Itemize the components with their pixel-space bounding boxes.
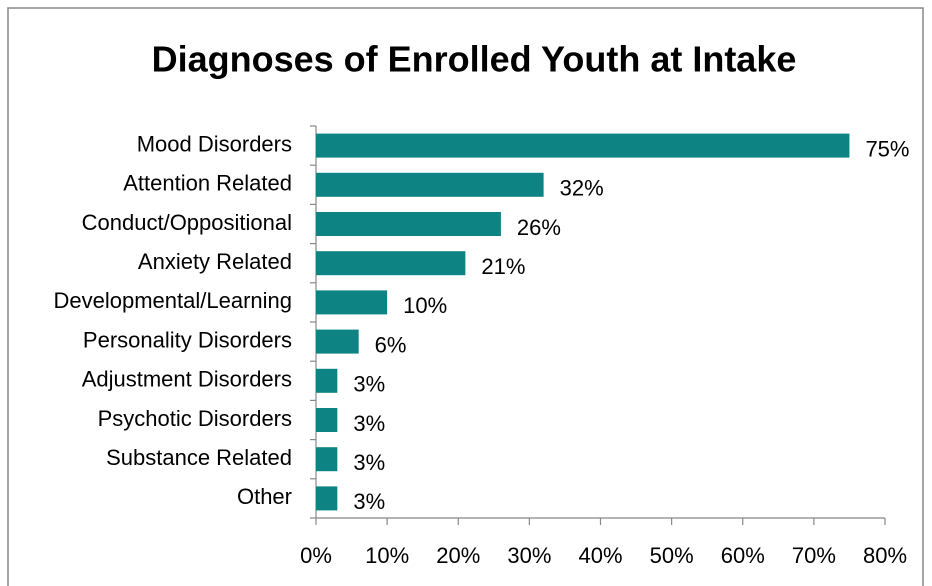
- bar: [316, 290, 388, 315]
- bar: [316, 329, 359, 354]
- bar: [316, 133, 850, 158]
- x-tick-label: 10%: [365, 543, 409, 568]
- x-tick-label: 60%: [721, 543, 765, 568]
- x-tick-label: 70%: [792, 543, 836, 568]
- y-tick-label: Conduct/Oppositional: [82, 210, 292, 235]
- y-tick-label: Attention Related: [123, 171, 292, 196]
- value-label: 75%: [865, 136, 909, 161]
- y-tick-label: Anxiety Related: [138, 249, 292, 274]
- x-tick-label: 30%: [507, 543, 551, 568]
- bar: [316, 486, 338, 511]
- y-tick-label: Psychotic Disorders: [98, 406, 292, 431]
- y-tick-label: Personality Disorders: [83, 327, 292, 352]
- x-tick-label: 0%: [300, 543, 332, 568]
- bar: [316, 408, 338, 432]
- value-label: 3%: [353, 489, 385, 514]
- bar: [316, 251, 466, 276]
- bar: [316, 212, 501, 236]
- bar: [316, 368, 338, 393]
- bar: [316, 447, 338, 472]
- value-label: 21%: [481, 254, 525, 279]
- value-label: 26%: [517, 215, 561, 240]
- y-tick-label: Adjustment Disorders: [82, 367, 292, 392]
- chart-frame: [7, 7, 924, 586]
- y-tick-label: Mood Disorders: [137, 131, 292, 156]
- x-tick-label: 50%: [650, 543, 694, 568]
- x-tick-label: 80%: [863, 543, 907, 568]
- value-label: 3%: [353, 450, 385, 475]
- chart-title: Diagnoses of Enrolled Youth at Intake: [152, 39, 797, 80]
- y-tick-label: Developmental/Learning: [54, 288, 293, 313]
- value-label: 6%: [375, 332, 407, 357]
- y-tick-label: Substance Related: [106, 445, 292, 470]
- value-label: 10%: [403, 293, 447, 318]
- x-tick-label: 20%: [436, 543, 480, 568]
- bar: [316, 172, 544, 197]
- value-label: 3%: [353, 372, 385, 397]
- value-label: 3%: [353, 411, 385, 436]
- value-label: 32%: [560, 176, 604, 201]
- x-tick-label: 40%: [578, 543, 622, 568]
- y-tick-label: Other: [237, 484, 292, 509]
